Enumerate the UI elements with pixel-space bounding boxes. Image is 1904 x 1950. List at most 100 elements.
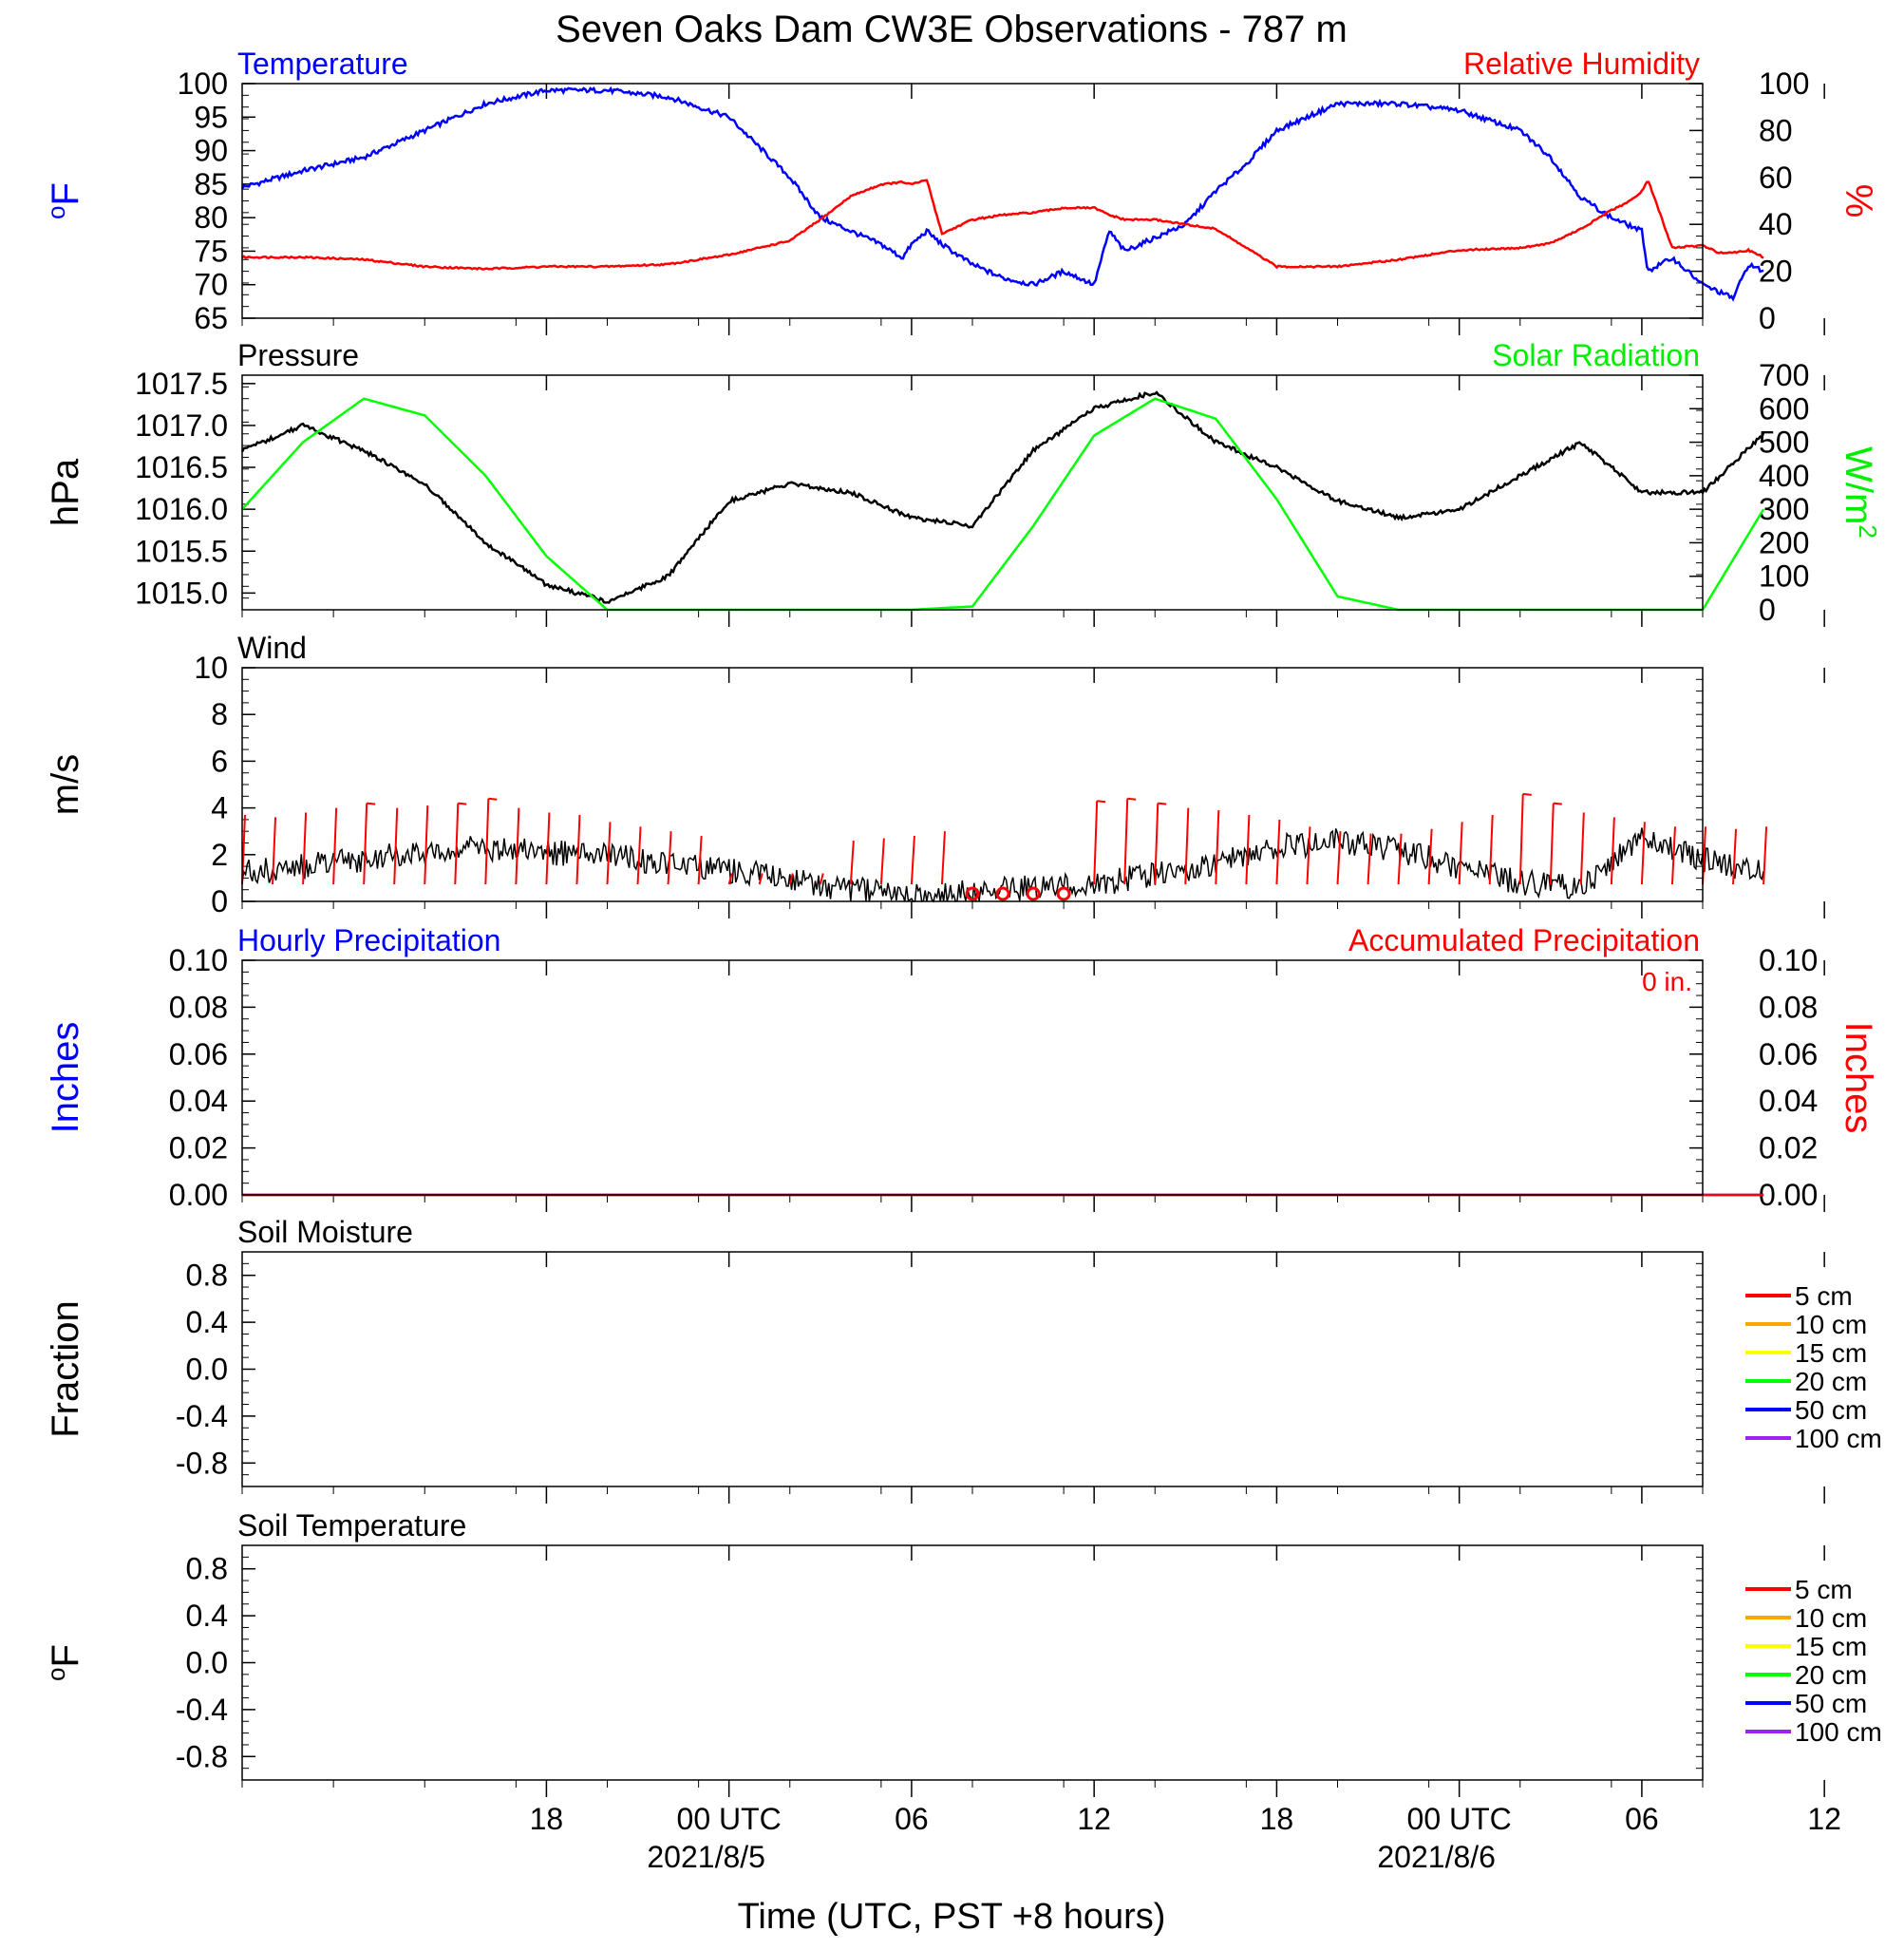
y-tick-label-left: 1017.0 [135,408,228,443]
panel-4: Hourly Precipitation Accumulated Precipit… [45,923,1879,1212]
panel-1: Temperature Relative Humidity657075808590… [42,47,1879,335]
y-tick-label-left: 0.4 [186,1599,228,1633]
series-line-solar-radiation [241,397,1765,612]
wind-barb [1123,798,1129,885]
y-tick-label-left: 65 [194,301,228,335]
x-axis-label: Time (UTC, PST +8 hours) [738,1897,1166,1937]
legend-label: 20 cm [1795,1367,1867,1396]
y-tick-label-left: 10 [194,651,228,685]
y-tick-label-left: 0.0 [186,1646,228,1680]
wind-barb [819,873,824,885]
y-tick-label-left: 1015.0 [135,576,228,610]
legend-label: 15 cm [1795,1338,1867,1368]
y-tick-label-right: 300 [1759,492,1809,526]
y-tick-label-right: 600 [1759,391,1809,426]
y-tick-label-left: 1017.5 [135,367,228,401]
degree-sign: o [42,205,70,218]
wind-barb [1336,831,1342,885]
panel-title-right: Accumulated Precipitation [1348,923,1700,957]
panel-title-left: Temperature [237,47,408,81]
y-tick-label-left: -0.4 [176,1693,228,1727]
y-tick-label-left: -0.8 [176,1739,228,1773]
y-tick-label-left: 0 [211,884,228,918]
panel-frame [241,667,1704,902]
legend-label: 5 cm [1795,1281,1853,1311]
x-tick-label: 12 [1077,1802,1111,1836]
y-axis-label-left: hPa [45,458,86,526]
wind-barb [1367,833,1372,885]
panel-title-left: Hourly Precipitation [237,923,500,957]
x-tick-label: 06 [895,1802,929,1836]
wind-barb [1184,807,1190,885]
wind-barb-flag [1127,797,1137,801]
wind-barb-flag [367,802,376,805]
wind-barb [363,803,368,885]
legend-label: 20 cm [1795,1660,1867,1690]
wind-barb [1670,826,1676,885]
panel-3: Wind 0 2 4 6 8 10 m/s [45,631,1825,918]
wind-barb-flag [1522,792,1532,796]
y-tick-label-right: 0 [1759,301,1776,335]
panel-title-left: Wind [237,631,307,665]
y-tick-label-right: 80 [1759,113,1793,147]
y-tick-label-left: -0.4 [176,1399,228,1433]
wind-barb [636,826,642,885]
wind-barb [697,836,703,885]
unit-text: % [1838,184,1879,218]
wind-barb [727,873,733,885]
wind-barb [788,873,794,885]
legend-label: 100 cm [1795,1717,1882,1747]
y-tick-label-left: 0.10 [169,943,228,977]
wind-barb [1640,822,1646,885]
x-date-label: 2021/8/6 [1377,1840,1496,1874]
wind-barb [667,831,672,885]
panel-2: Pressure Solar Radiation 1015.0 1015.5 1016.… [45,338,1882,627]
series-line-relative-humidity [241,179,1764,271]
y-axis-label-left: oF [42,1644,86,1681]
y-tick-label-right: 20 [1759,255,1793,289]
y-tick-label-left: 1015.5 [135,534,228,568]
y-tick-label-left: 0.8 [186,1552,228,1586]
wind-barb [332,807,338,885]
wind-barb [575,814,581,885]
wind-barb [1488,814,1494,885]
unit-text: W/m [1838,446,1879,524]
unit-superscript: 2 [1854,524,1882,538]
x-tick-label: 12 [1807,1802,1841,1836]
degree-sign: o [42,1667,70,1680]
y-tick-label-left: 0.4 [186,1305,228,1339]
y-tick-label-left: -0.8 [176,1446,228,1480]
y-tick-label-right: 40 [1759,207,1793,241]
y-tick-label-right: 0.02 [1759,1131,1818,1165]
wind-barb [515,807,520,885]
series-line-temperature [240,85,1764,302]
y-axis-label-left: oF [42,182,86,219]
wind-barb [879,838,885,885]
panel-title-left: Pressure [237,338,359,372]
wind-barb [484,798,490,885]
y-tick-label-right: 0.08 [1759,990,1818,1024]
panel-frame [241,83,1704,319]
legend-label: 15 cm [1795,1632,1867,1661]
wind-barb [940,831,946,885]
y-tick-label-right: 500 [1759,426,1809,460]
y-tick-label-right: 100 [1759,559,1809,594]
legend-label: 10 cm [1795,1603,1867,1633]
wind-barb-flag [458,802,467,805]
y-tick-label-left: 8 [211,697,228,731]
series-line-wind [241,827,1764,903]
y-tick-label-left: 85 [194,167,228,201]
legend-label: 5 cm [1795,1575,1853,1604]
y-tick-label-left: 2 [211,838,228,872]
x-tick-label: 00 UTC [677,1802,782,1836]
wind-barb [1215,810,1220,885]
y-tick-label-right: 400 [1759,459,1809,493]
wind-barb [302,812,308,885]
calm-wind-marker [965,886,980,901]
y-tick-label-left: 0.08 [169,990,228,1024]
wind-barb [1610,817,1615,885]
y-axis-label-left: m/s [45,754,86,815]
wind-barb-flag [488,797,498,801]
x-tick-label: 06 [1625,1802,1659,1836]
y-tick-label-right: 60 [1759,161,1793,195]
